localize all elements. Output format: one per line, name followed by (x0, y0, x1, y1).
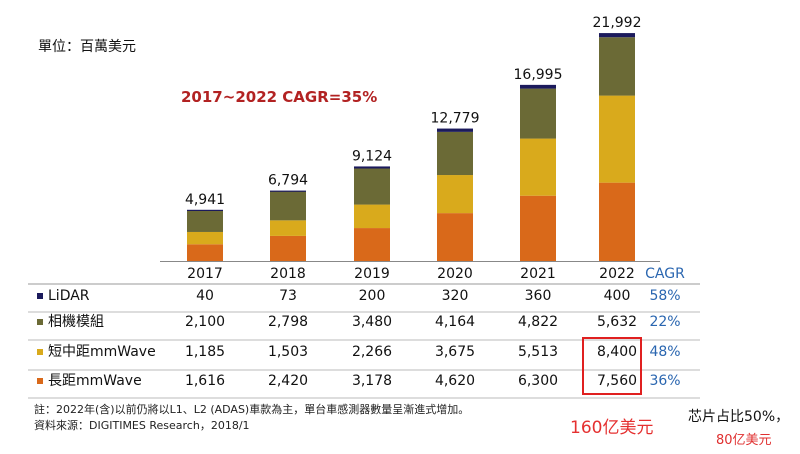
unit-label: 單位：百萬美元 (38, 39, 136, 55)
row-label-相機模組: 相機模組 (48, 314, 104, 330)
chip-value-annotation: 80亿美元 (716, 433, 772, 448)
year-label-2018: 2018 (270, 266, 306, 282)
cell-相機模組-2017: 2,100 (185, 314, 225, 330)
cell-LiDAR-2021: 360 (525, 288, 552, 304)
cell-相機模組-2022: 5,632 (597, 314, 637, 330)
total-label-2018: 6,794 (268, 173, 308, 189)
bar-segment-2021-長距mmWave (520, 195, 556, 261)
year-label-2022: 2022 (599, 266, 635, 282)
cell-LiDAR-2022: 400 (604, 288, 631, 304)
year-label-2020: 2020 (437, 266, 473, 282)
bar-segment-2020-LiDAR (437, 128, 473, 132)
cell-短中距mmWave-2018: 1,503 (268, 344, 308, 360)
cell-長距mmWave-2019: 3,178 (352, 373, 392, 389)
bar-segment-2018-LiDAR (270, 190, 306, 192)
footnote-2: 資料來源：DIGITIMES Research，2018/1 (34, 419, 250, 432)
cell-長距mmWave-2017: 1,616 (185, 373, 225, 389)
bar-segment-2018-相機模組 (270, 191, 306, 221)
bar-segment-2021-相機模組 (520, 88, 556, 139)
cell-相機模組-2020: 4,164 (435, 314, 475, 330)
cell-短中距mmWave-2019: 2,266 (352, 344, 392, 360)
cell-LiDAR-2018: 73 (279, 288, 297, 304)
sum-annotation: 160亿美元 (570, 418, 654, 438)
highlight-box (582, 337, 642, 395)
legend-marker-LiDAR (37, 293, 43, 299)
bar-segment-2017-長距mmWave (187, 244, 223, 261)
cell-短中距mmWave-2021: 5,513 (518, 344, 558, 360)
cagr-value-短中距mmWave: 48% (649, 344, 680, 360)
bar-segment-2022-長距mmWave (599, 182, 635, 261)
bar-segment-2018-長距mmWave (270, 235, 306, 261)
row-label-短中距mmWave: 短中距mmWave (48, 344, 156, 360)
cell-短中距mmWave-2020: 3,675 (435, 344, 475, 360)
cagr-value-LiDAR: 58% (649, 288, 680, 304)
bar-segment-2019-相機模組 (354, 168, 390, 205)
bar-segment-2021-短中距mmWave (520, 138, 556, 196)
cell-長距mmWave-2022: 7,560 (597, 373, 637, 389)
cagr-header: CAGR (645, 266, 685, 282)
legend-marker-短中距mmWave (37, 349, 43, 355)
total-label-2017: 4,941 (185, 192, 225, 208)
bar-segment-2020-短中距mmWave (437, 175, 473, 214)
row-label-長距mmWave: 長距mmWave (48, 373, 142, 389)
cell-LiDAR-2020: 320 (442, 288, 469, 304)
bar-segment-2019-短中距mmWave (354, 204, 390, 229)
footnote-1: 註：2022年(含)以前仍將以L1、L2 (ADAS)車款為主，單台車感測器數量… (34, 403, 470, 416)
bar-segment-2017-短中距mmWave (187, 231, 223, 245)
total-label-2019: 9,124 (352, 148, 392, 164)
bar-segment-2019-LiDAR (354, 166, 390, 169)
bar-segment-2017-LiDAR (187, 209, 223, 211)
legend-marker-長距mmWave (37, 378, 43, 384)
cell-相機模組-2019: 3,480 (352, 314, 392, 330)
bar-segment-2022-短中距mmWave (599, 95, 635, 183)
bar-segment-2018-短中距mmWave (270, 220, 306, 236)
cagr-value-長距mmWave: 36% (649, 373, 680, 389)
total-label-2020: 12,779 (431, 111, 480, 127)
cell-相機模組-2021: 4,822 (518, 314, 558, 330)
bar-segment-2019-長距mmWave (354, 228, 390, 261)
legend-marker-相機模組 (37, 319, 43, 325)
cell-LiDAR-2019: 200 (359, 288, 386, 304)
year-label-2021: 2021 (520, 266, 556, 282)
cell-相機模組-2018: 2,798 (268, 314, 308, 330)
bar-segment-2020-相機模組 (437, 131, 473, 176)
total-label-2022: 21,992 (593, 15, 642, 31)
bar-segment-2022-相機模組 (599, 37, 635, 96)
row-label-LiDAR: LiDAR (48, 288, 90, 304)
bar-segment-2021-LiDAR (520, 84, 556, 89)
year-label-2017: 2017 (187, 266, 223, 282)
bar-segment-2022-LiDAR (599, 33, 635, 38)
cagr-title: 2017~2022 CAGR=35% (181, 88, 378, 106)
cell-短中距mmWave-2017: 1,185 (185, 344, 225, 360)
cell-長距mmWave-2021: 6,300 (518, 373, 558, 389)
cell-長距mmWave-2020: 4,620 (435, 373, 475, 389)
chip-share-annotation: 芯片占比50%， (688, 409, 790, 425)
cell-短中距mmWave-2022: 8,400 (597, 344, 637, 360)
bar-segment-2017-相機模組 (187, 210, 223, 232)
cagr-value-相機模組: 22% (649, 314, 680, 330)
year-label-2019: 2019 (354, 266, 390, 282)
cell-長距mmWave-2018: 2,420 (268, 373, 308, 389)
total-label-2021: 16,995 (514, 67, 563, 83)
bar-segment-2020-長距mmWave (437, 213, 473, 261)
cell-LiDAR-2017: 40 (196, 288, 214, 304)
